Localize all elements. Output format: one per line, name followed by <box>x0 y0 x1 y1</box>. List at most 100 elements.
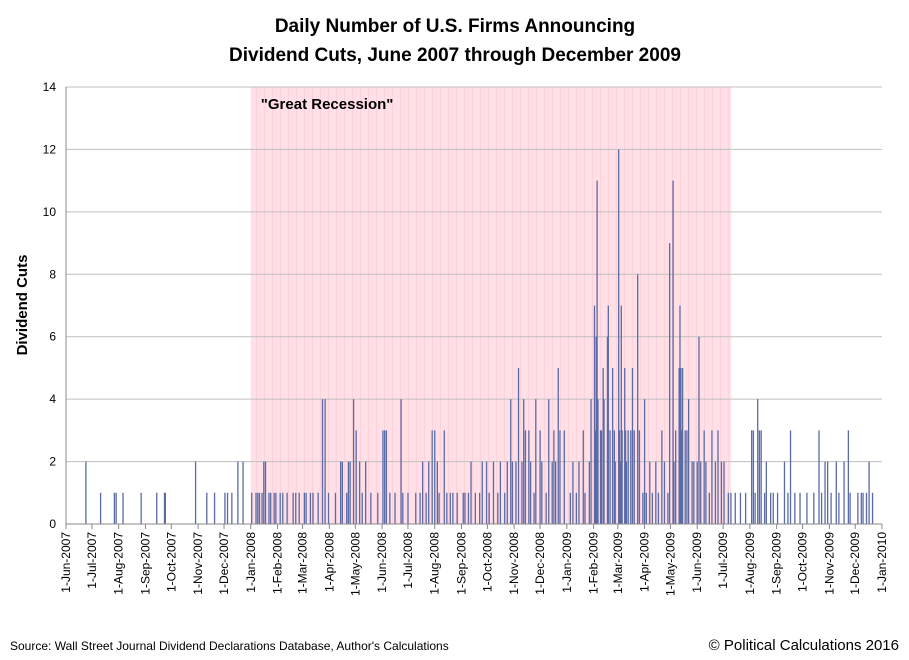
bar <box>436 461 439 524</box>
bar <box>681 367 684 524</box>
bar <box>607 305 609 524</box>
bar <box>727 492 729 524</box>
bar <box>672 180 674 524</box>
x-tick-label: 1-Jun-2009 <box>690 532 704 593</box>
x-tick-label: 1-Aug-2008 <box>428 532 442 595</box>
bar <box>258 492 261 524</box>
bar <box>693 461 695 524</box>
bar <box>355 430 357 524</box>
bar <box>618 149 620 524</box>
region-label: "Great Recession" <box>261 96 394 113</box>
bar <box>679 305 681 524</box>
bar <box>481 461 483 524</box>
bar <box>582 430 584 524</box>
y-axis-title: Dividend Cuts <box>14 255 31 356</box>
bar <box>633 430 635 524</box>
bar <box>231 492 233 524</box>
bar <box>618 430 621 524</box>
bar <box>770 492 772 524</box>
bar <box>358 461 361 524</box>
bar <box>827 461 829 524</box>
bar <box>515 461 517 524</box>
x-tick-label: 1-Nov-2008 <box>507 532 521 595</box>
bar <box>361 492 363 524</box>
bar <box>242 461 244 524</box>
bar <box>224 492 226 524</box>
bar <box>255 492 257 524</box>
bar <box>820 492 823 524</box>
x-tick-label: 1-Sep-2007 <box>138 532 152 595</box>
x-tick-label: 1-Jul-2008 <box>401 532 415 589</box>
bar <box>533 492 535 524</box>
bar <box>113 492 116 524</box>
x-tick-label: 1-Oct-2008 <box>480 532 494 592</box>
bar <box>415 492 417 524</box>
bar <box>446 492 448 524</box>
bar <box>686 430 688 524</box>
bar <box>85 461 87 524</box>
bar <box>723 461 725 524</box>
bar <box>711 430 713 524</box>
bar <box>282 492 284 524</box>
bar <box>760 430 762 524</box>
bar <box>818 430 820 524</box>
bar <box>794 492 796 524</box>
bar <box>309 492 312 524</box>
bar <box>456 492 458 524</box>
bar <box>645 492 647 524</box>
bar <box>422 461 424 524</box>
bar <box>752 430 755 524</box>
x-tick-label: 1-Dec-2008 <box>533 532 547 595</box>
bar <box>595 336 597 524</box>
bar <box>485 461 488 524</box>
bar <box>643 399 646 524</box>
bar <box>868 461 870 524</box>
bar <box>541 461 543 524</box>
bar <box>734 492 736 524</box>
bar <box>389 492 391 524</box>
bar <box>467 492 470 524</box>
bar <box>400 399 402 524</box>
bar <box>600 430 603 524</box>
bar <box>657 492 660 524</box>
bar <box>346 492 348 524</box>
bar <box>341 461 344 524</box>
y-tick-label: 6 <box>49 330 56 344</box>
bar <box>611 367 614 524</box>
x-tick-label: 1-Jan-2009 <box>560 532 574 593</box>
bar <box>365 461 367 524</box>
x-tick-label: 1-Jul-2007 <box>85 532 99 589</box>
bar <box>627 430 629 524</box>
bar <box>860 492 862 524</box>
x-tick-label: 1-May-2008 <box>348 532 362 596</box>
bar <box>649 461 651 524</box>
bar <box>402 492 404 524</box>
y-tick-label: 0 <box>49 517 56 531</box>
bar <box>452 492 454 524</box>
bar <box>517 367 520 524</box>
bar <box>551 461 553 524</box>
bar <box>327 492 330 524</box>
bar <box>765 461 767 524</box>
bar <box>596 180 598 524</box>
x-tick-label: 1-Jul-2009 <box>716 532 730 589</box>
bar <box>270 492 272 524</box>
bar <box>787 492 789 524</box>
bar <box>303 492 306 524</box>
bar <box>524 430 527 524</box>
bar <box>680 367 682 524</box>
bar <box>578 461 580 524</box>
bar <box>99 492 102 524</box>
bar <box>673 461 675 524</box>
bar <box>624 430 627 524</box>
bar <box>593 305 596 524</box>
bar <box>434 430 436 524</box>
bar <box>431 430 433 524</box>
x-tick-label: 1-Jan-2010 <box>875 532 889 593</box>
bar <box>237 461 239 524</box>
bar <box>279 492 281 524</box>
bar <box>264 461 267 524</box>
bar <box>698 336 700 524</box>
bar <box>603 399 605 524</box>
bar <box>602 367 604 524</box>
